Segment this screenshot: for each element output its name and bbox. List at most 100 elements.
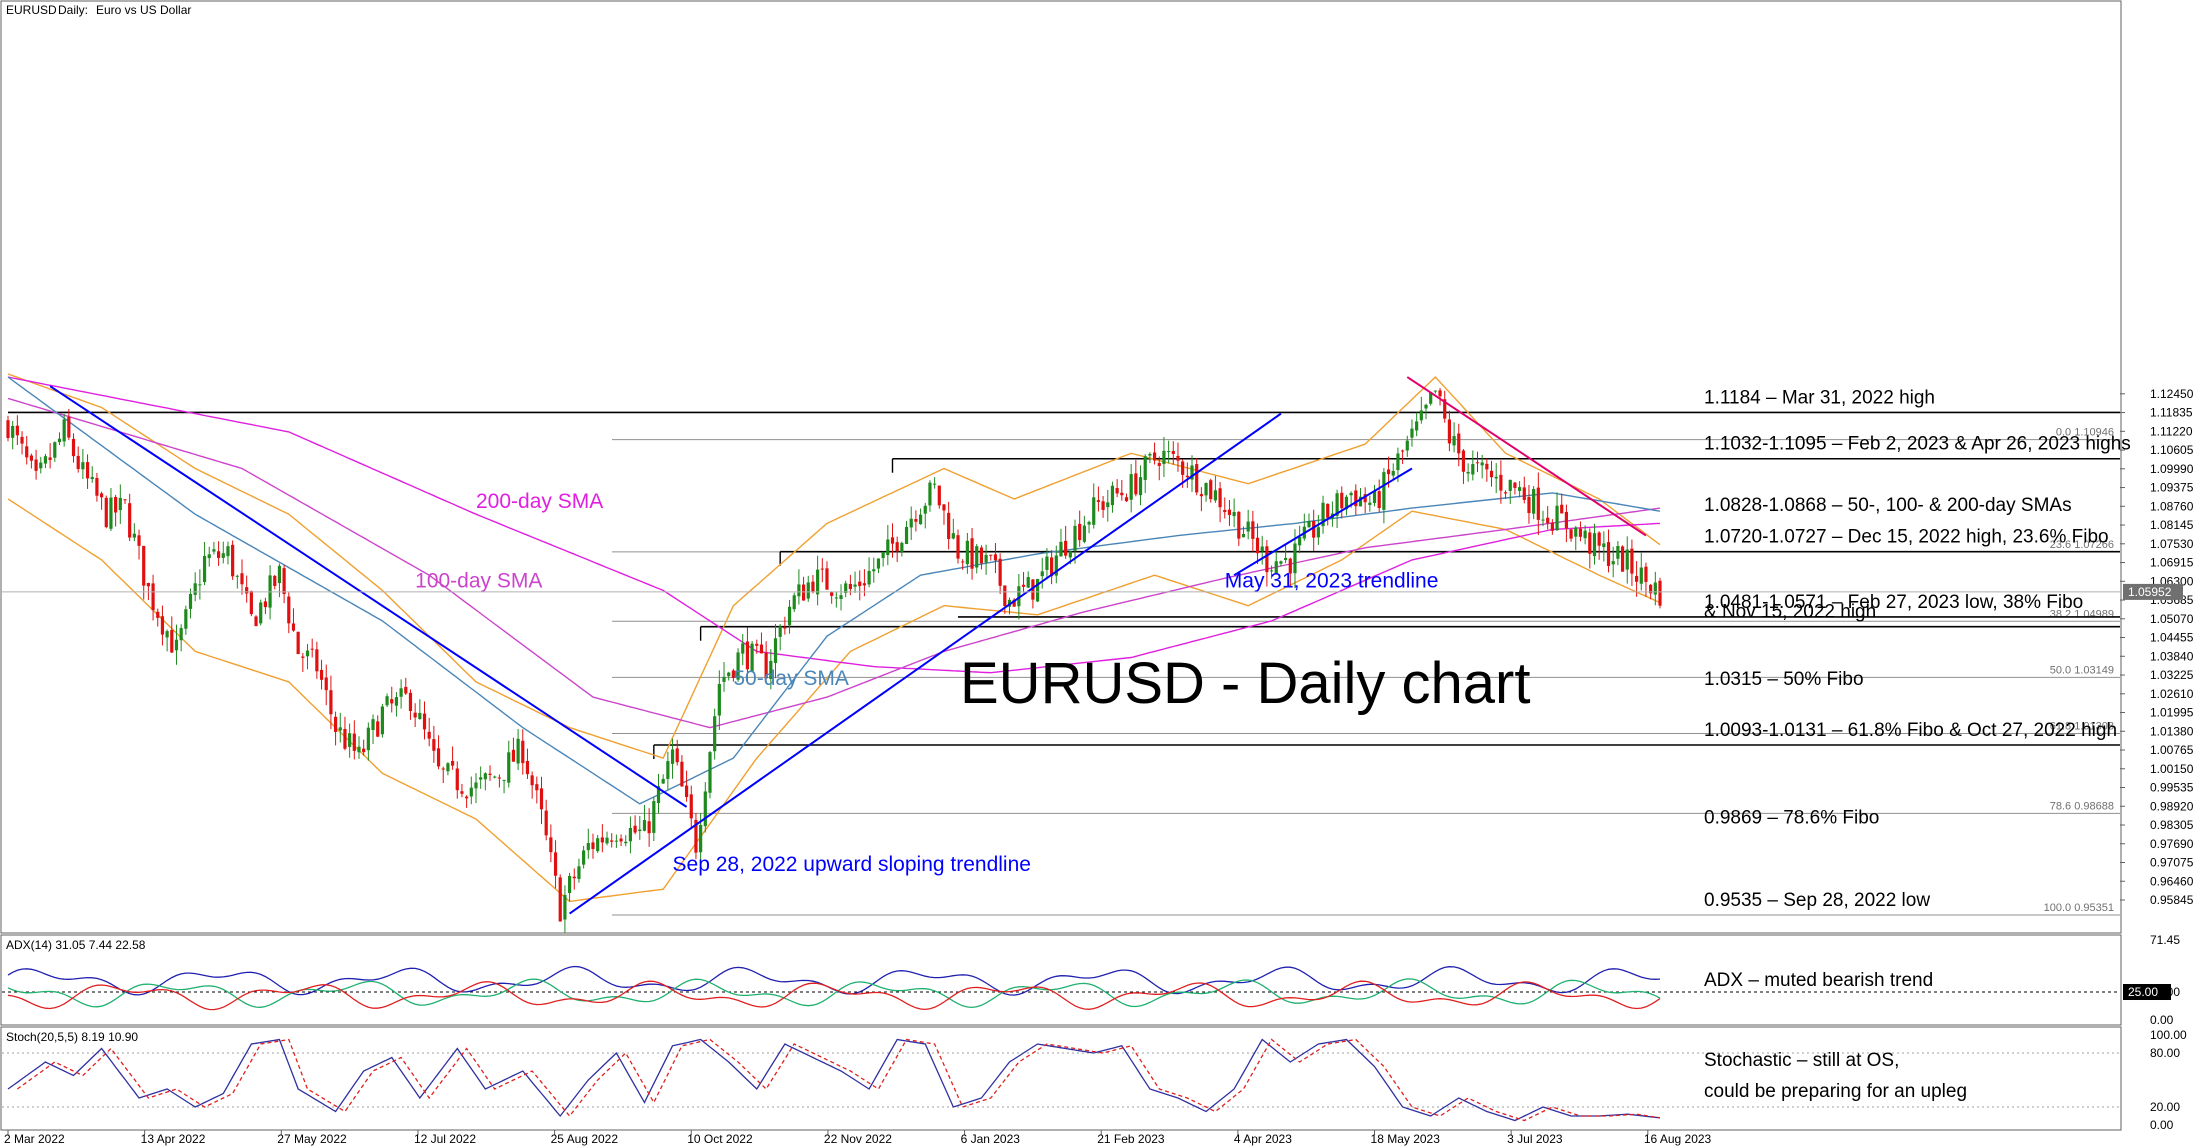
fibo-label: 50.0 1.03149 [2050,664,2114,676]
candle [1260,535,1264,565]
candle-body [1424,404,1428,409]
candle-body [1054,555,1058,576]
candle [563,885,567,933]
candle [249,590,253,617]
candle [1489,460,1494,487]
candle-body [1171,451,1175,454]
candle [376,715,380,738]
candle-body [1602,543,1606,548]
candle [39,456,43,474]
candle-body [975,546,979,568]
y-tick-label: 1.00150 [2150,762,2194,776]
candle-body [305,650,310,657]
y-tick-label: 0.96460 [2150,874,2194,888]
candle [282,564,286,604]
candle-body [1372,490,1377,504]
candle [1213,475,1218,503]
candle [160,605,165,646]
candle-body [825,568,829,590]
candle-body [1241,533,1246,538]
candle [1358,488,1363,507]
candle [1050,550,1054,585]
candle [497,774,501,788]
fibo-label: 61.8 1.01308 [2050,720,2114,732]
candle [596,835,600,853]
candle-body [324,677,328,691]
candle-body [254,616,258,627]
candle [947,501,951,550]
candle-body [1110,485,1115,506]
candle [605,831,609,846]
candle [769,649,773,690]
candle-body [338,727,342,731]
candle [1288,557,1292,588]
candle-body [1073,525,1077,551]
candle [216,541,221,566]
candle-body [722,676,726,682]
candle-body [1405,440,1409,451]
candle-body [652,801,656,833]
candle [1255,523,1260,564]
adx-level-label: 25.00 [2128,985,2158,999]
candle [806,575,810,602]
candle-body [872,569,876,572]
candle-body [245,587,249,594]
candle-body [839,595,843,600]
candle [291,608,296,632]
candle-body [273,575,277,586]
plus-di-line [7,978,1661,1009]
candle-body [521,740,525,764]
candle [436,735,441,770]
candle [1452,422,1456,453]
candle [90,466,94,483]
candle-body [942,504,946,511]
candle-body [727,672,731,677]
sma-50-line [7,376,1661,805]
candle [1003,585,1007,614]
adx-annotation: ADX – muted bearish trend [1704,970,1933,991]
candle [1620,545,1625,572]
candle-body [544,810,548,836]
candle-body [99,493,104,498]
candle [656,773,661,814]
candle-body [633,825,637,833]
candle [1658,577,1662,609]
candle [1082,515,1086,544]
candle [680,755,684,787]
candle [1354,484,1358,516]
trendline [49,385,688,808]
candle-body [1017,586,1021,607]
candle [273,574,277,590]
candle [11,420,15,450]
candle [553,840,558,889]
candle-body [1260,546,1264,552]
candle-body [34,459,38,471]
candle [174,624,179,665]
candle-body [301,656,305,658]
candle [427,717,431,747]
candle-body [1644,566,1648,582]
candle-body [610,840,614,842]
candle-body [904,526,909,544]
candle-body [1508,479,1512,491]
candle [81,449,85,479]
candle-body [890,537,895,544]
candle [1569,529,1573,542]
candle [156,608,160,627]
y-tick-label: 1.11220 [2150,424,2193,438]
candle-body [432,739,436,751]
candle [1382,468,1386,524]
candle [755,639,759,654]
candle [146,582,150,600]
candle-body [380,706,384,735]
candle [212,541,216,555]
candle [1583,525,1587,545]
candle [1635,561,1639,597]
candle-body [858,581,862,587]
candle [1536,472,1540,536]
candle-body [385,696,389,706]
candle-body [703,791,707,827]
candle-body [1433,390,1437,392]
candle [123,499,127,504]
candle-body [567,876,572,894]
